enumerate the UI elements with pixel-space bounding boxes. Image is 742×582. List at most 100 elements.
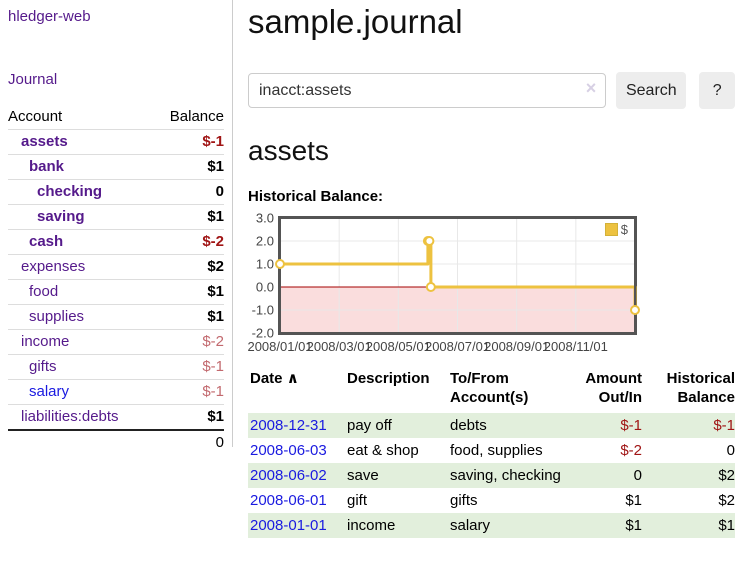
x-tick-label: 2008/11/01 xyxy=(543,339,608,354)
y-tick-label: -2.0 xyxy=(251,325,274,341)
sidebar: hledger-web Journal Account Balance asse… xyxy=(0,0,233,455)
transaction-balance: 0 xyxy=(726,442,735,459)
account-row-liabilities-debts: liabilities:debts $1 xyxy=(8,404,224,430)
transaction-amount: $1 xyxy=(625,517,642,534)
account-row-cash: cash $-2 xyxy=(8,229,224,255)
account-link-expenses[interactable]: expenses xyxy=(21,258,86,275)
column-header-accounts: To/From Account(s) xyxy=(450,370,529,406)
account-balance: $-1 xyxy=(152,354,224,380)
account-balance: $1 xyxy=(152,404,224,430)
transaction-balance: $2 xyxy=(718,467,735,484)
chart-y-axis: 3.0 2.0 1.0 0.0 -1.0 -2.0 xyxy=(248,211,274,341)
account-balance: $-2 xyxy=(152,229,224,255)
help-button[interactable]: ? xyxy=(699,72,735,109)
transaction-accounts: food, supplies xyxy=(450,442,543,459)
register-header-row: Date ∧ Description To/From Account(s) Am… xyxy=(248,369,735,413)
legend-swatch-icon xyxy=(604,223,618,236)
account-row-supplies: supplies $1 xyxy=(8,304,224,330)
transaction-date-link[interactable]: 2008-06-02 xyxy=(250,467,327,484)
historical-balance-chart: 3.0 2.0 1.0 0.0 -1.0 -2.0 $ xyxy=(248,211,735,341)
chart-plot-area: $ xyxy=(275,216,640,335)
account-balance: 0 xyxy=(152,179,224,205)
transaction-date-link[interactable]: 2008-06-03 xyxy=(250,442,327,459)
search-input[interactable] xyxy=(248,73,607,108)
y-tick-label: 2.0 xyxy=(255,233,274,249)
transaction-date-link[interactable]: 2008-06-01 xyxy=(250,492,327,509)
chart-legend: $ xyxy=(604,222,628,237)
register-table: Date ∧ Description To/From Account(s) Am… xyxy=(248,369,735,538)
account-link-assets[interactable]: assets xyxy=(21,133,68,150)
account-link-income[interactable]: income xyxy=(21,333,70,350)
account-balance: $-1 xyxy=(152,379,224,405)
main-content: sample.journal × Search ? assets Histori… xyxy=(247,0,735,538)
register-row: 2008-01-01 income salary $1 $1 xyxy=(248,513,735,538)
page-title: sample.journal xyxy=(248,3,463,40)
account-link-food[interactable]: food xyxy=(29,283,59,300)
transaction-amount: $1 xyxy=(625,492,642,509)
y-tick-label: 3.0 xyxy=(255,210,274,226)
account-link-saving[interactable]: saving xyxy=(37,208,85,225)
account-balance: $-2 xyxy=(152,329,224,355)
account-link-supplies[interactable]: supplies xyxy=(29,308,85,325)
search-button[interactable]: Search xyxy=(616,72,687,109)
x-tick-label: 2008/05/01 xyxy=(365,339,431,354)
accounts-header-row: Account Balance xyxy=(8,105,224,130)
transaction-description: gift xyxy=(347,492,368,509)
transaction-accounts: gifts xyxy=(450,492,478,509)
x-tick-label: 2008/09/01 xyxy=(484,339,550,354)
transaction-accounts: debts xyxy=(450,417,487,434)
account-row-saving: saving $1 xyxy=(8,204,224,230)
register-row: 2008-06-03 eat & shop food, supplies $-2… xyxy=(248,438,735,463)
account-row-expenses: expenses $2 xyxy=(8,254,224,280)
y-tick-label: 0.0 xyxy=(255,279,274,295)
transaction-balance: $2 xyxy=(718,492,735,509)
account-link-liabilities-debts[interactable]: liabilities:debts xyxy=(21,408,119,425)
y-tick-label: -1.0 xyxy=(251,302,274,318)
search-form: × Search ? xyxy=(248,72,735,109)
clear-search-icon[interactable]: × xyxy=(585,78,597,98)
y-tick-label: 1.0 xyxy=(255,256,274,272)
account-heading: assets xyxy=(248,135,329,166)
accounts-total: 0 xyxy=(152,429,224,455)
legend-label: $ xyxy=(620,222,628,237)
column-header-amount: Amount Out/In xyxy=(585,370,642,406)
transaction-description: eat & shop xyxy=(347,442,419,459)
account-row-salary: salary $-1 xyxy=(8,379,224,405)
column-header-date[interactable]: Date ∧ xyxy=(248,369,345,413)
account-link-salary[interactable]: salary xyxy=(29,383,70,400)
register-row: 2008-06-02 save saving, checking 0 $2 xyxy=(248,463,735,488)
x-tick-label: 2008/03/01 xyxy=(306,339,372,354)
register-row: 2008-06-01 gift gifts $1 $2 xyxy=(248,488,735,513)
transaction-date-link[interactable]: 2008-01-01 xyxy=(250,517,327,534)
account-balance: $1 xyxy=(152,279,224,305)
x-tick-label: 2008/07/01 xyxy=(424,339,491,354)
account-link-gifts[interactable]: gifts xyxy=(29,358,57,375)
account-balance: $-1 xyxy=(152,129,224,155)
account-link-cash[interactable]: cash xyxy=(29,233,64,250)
accounts-table: Account Balance assets $-1 bank $1 check… xyxy=(8,105,224,455)
transaction-date-link[interactable]: 2008-12-31 xyxy=(250,417,327,434)
column-header-balance: Historical Balance xyxy=(666,370,735,406)
account-row-bank: bank $1 xyxy=(8,154,224,180)
account-row-gifts: gifts $-1 xyxy=(8,354,224,380)
x-tick-label: 2008/01/01 xyxy=(247,339,313,354)
transaction-accounts: salary xyxy=(450,517,491,534)
account-link-checking[interactable]: checking xyxy=(37,183,103,200)
balance-column-header: Balance xyxy=(169,108,224,125)
sidebar-item-journal[interactable]: Journal xyxy=(8,71,58,88)
account-row-food: food $1 xyxy=(8,279,224,305)
account-row-checking: checking 0 xyxy=(8,179,224,205)
account-link-bank[interactable]: bank xyxy=(29,158,65,175)
account-balance: $1 xyxy=(152,304,224,330)
app-title-link[interactable]: hledger-web xyxy=(8,8,91,25)
transaction-description: pay off xyxy=(347,417,392,434)
search-box: × xyxy=(248,73,607,108)
date-header-label: Date xyxy=(250,370,283,387)
transaction-amount: 0 xyxy=(633,467,642,484)
sort-ascending-icon: ∧ xyxy=(286,370,299,387)
account-balance: $1 xyxy=(152,154,224,180)
balance-chart-canvas xyxy=(275,217,640,334)
transaction-accounts: saving, checking xyxy=(450,467,561,484)
transaction-description: income xyxy=(347,517,396,534)
account-row-income: income $-2 xyxy=(8,329,224,355)
